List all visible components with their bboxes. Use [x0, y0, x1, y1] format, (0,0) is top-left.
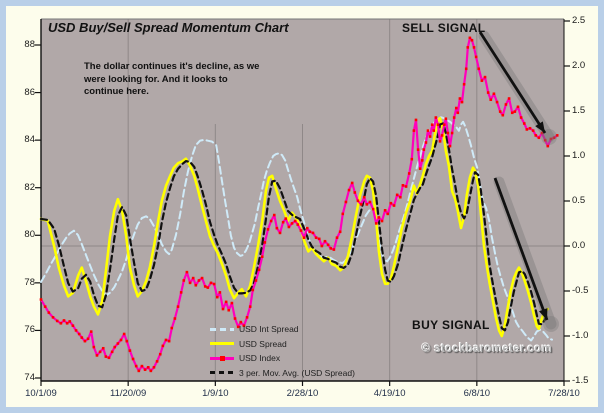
legend-label: USD Int Spread	[239, 324, 299, 335]
y-axis-tick-label: 1.5	[572, 105, 586, 116]
x-axis-tick-label: 2/28/10	[286, 388, 319, 399]
annotation-line: The dollar continues it's decline, as we	[84, 61, 260, 72]
y-axis-tick-label: 0.0	[572, 240, 586, 251]
x-axis-tick-label: 11/20/09	[110, 388, 147, 399]
x-axis-tick-label: 1/9/10	[202, 388, 229, 399]
x-axis-tick-label: 4/19/10	[373, 388, 406, 399]
y-axis-tick-label: 1.0	[572, 150, 586, 161]
y-axis-tick-label: 82	[24, 181, 35, 193]
y-axis-tick-label: 76	[24, 324, 35, 336]
watermark: © stockbarometer.com	[422, 343, 553, 355]
legend-line-black-dashed-icon	[210, 371, 234, 375]
annotation-line: continue here.	[84, 86, 149, 97]
x-axis-tick-label: 6/8/10	[463, 388, 491, 399]
annotation-note: The dollar continues it's decline, as we…	[84, 61, 259, 99]
legend-line-solid-icon	[210, 342, 234, 346]
y-axis-tick-label: -1.0	[572, 330, 589, 341]
y-axis-tick-label: 80	[24, 229, 35, 241]
y-axis-tick-label: 86	[24, 86, 35, 98]
legend-item-usd-index: USD Index	[210, 351, 355, 366]
y-axis-tick-label: 74	[24, 372, 35, 383]
legend-label: USD Index	[239, 353, 281, 364]
legend-item-usd-int-spread: USD Int Spread	[210, 322, 355, 337]
buy-signal-label: BUY SIGNAL	[412, 318, 490, 332]
x-axis-tick-label: 10/1/09	[25, 388, 57, 399]
legend-item-usd-spread: USD Spread	[210, 337, 355, 352]
y-axis-tick-label: 88	[24, 39, 35, 50]
red-marker-icon	[220, 355, 225, 361]
sell-signal-label: SELL SIGNAL	[402, 21, 486, 35]
y-axis-tick-label: -1.5	[572, 375, 589, 386]
y-axis-tick-label: 84	[24, 134, 35, 146]
chart-title: USD Buy/Sell Spread Momentum Chart	[48, 20, 289, 35]
legend: USD Int Spread USD Spread USD Index 3 pe…	[210, 322, 355, 380]
legend-item-mov-avg: 3 per. Mov. Avg. (USD Spread)	[210, 366, 355, 381]
annotation-line: were looking for. And it looks to	[84, 73, 228, 85]
legend-label: USD Spread	[239, 338, 287, 349]
y-axis-tick-label: 78	[24, 276, 35, 288]
y-axis-tick-label: 2.5	[572, 15, 586, 26]
y-axis-tick-label: 0.5	[572, 195, 586, 206]
y-axis-tick-label: -0.5	[572, 285, 589, 296]
legend-label: 3 per. Mov. Avg. (USD Spread)	[239, 367, 355, 378]
x-axis-tick-label: 7/28/10	[548, 388, 580, 399]
legend-line-marker-icon	[210, 355, 234, 361]
y-axis-tick-label: 2.0	[572, 60, 586, 71]
legend-line-dashed-icon	[210, 327, 234, 331]
